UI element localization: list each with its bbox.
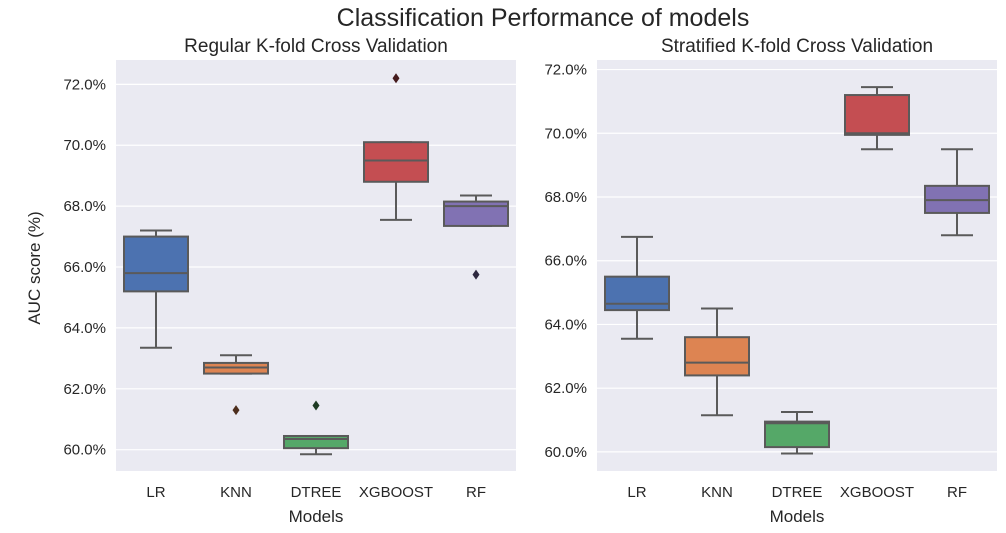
x-axis-label: Models (289, 507, 344, 526)
x-tick-label: RF (947, 484, 967, 501)
box-rf (443, 194, 509, 280)
x-tick-label: LR (627, 484, 646, 501)
iqr-box (764, 420, 830, 449)
box-knn (203, 354, 269, 416)
y-axis-label: AUC score (%) (25, 211, 44, 324)
y-tick-label: 72.0% (63, 76, 106, 93)
y-tick-label: 70.0% (544, 125, 587, 142)
box-lr (123, 229, 189, 349)
y-tick-label: 68.0% (544, 189, 587, 206)
box-xgboost (363, 73, 429, 221)
outlier-point (232, 405, 240, 416)
plot-area (597, 60, 997, 471)
box-dtree (283, 400, 349, 456)
figure-title: Classification Performance of models (337, 4, 750, 32)
box-dtree (764, 411, 830, 455)
iqr-box (283, 434, 349, 450)
box-lr (604, 235, 670, 340)
y-tick-label: 60.0% (544, 444, 587, 461)
panel-stratified-kfold: Stratified K-fold Cross Validation Model… (544, 36, 997, 526)
y-tick-label: 62.0% (63, 381, 106, 398)
x-tick-label: DTREE (772, 484, 823, 501)
y-tick-label: 70.0% (63, 137, 106, 154)
y-tick-label: 60.0% (63, 442, 106, 459)
x-tick-label: LR (146, 484, 165, 501)
y-tick-label: 62.0% (544, 380, 587, 397)
box-rf (924, 148, 990, 237)
panel-regular-kfold: Regular K-fold Cross Validation Models A… (25, 36, 516, 526)
iqr-box (604, 275, 670, 312)
y-tick-label: 64.0% (63, 320, 106, 337)
x-tick-label: KNN (701, 484, 733, 501)
panel-title: Stratified K-fold Cross Validation (661, 36, 933, 57)
x-tick-label: XGBOOST (840, 484, 914, 501)
x-tick-label: XGBOOST (359, 484, 433, 501)
outlier-point (312, 400, 320, 411)
y-tick-label: 64.0% (544, 316, 587, 333)
x-tick-label: DTREE (291, 484, 342, 501)
y-tick-label: 72.0% (544, 62, 587, 79)
box-knn (684, 307, 750, 417)
box-xgboost (844, 86, 910, 151)
y-tick-label: 66.0% (544, 253, 587, 270)
panel-title: Regular K-fold Cross Validation (184, 36, 448, 57)
y-tick-label: 68.0% (63, 198, 106, 215)
outlier-point (472, 269, 480, 280)
outlier-point (392, 73, 400, 84)
x-tick-label: RF (466, 484, 486, 501)
iqr-box (363, 141, 429, 183)
x-tick-label: KNN (220, 484, 252, 501)
y-tick-label: 66.0% (63, 259, 106, 276)
iqr-box (844, 94, 910, 136)
iqr-box (123, 235, 189, 293)
iqr-box (684, 336, 750, 377)
x-axis-label: Models (770, 507, 825, 526)
